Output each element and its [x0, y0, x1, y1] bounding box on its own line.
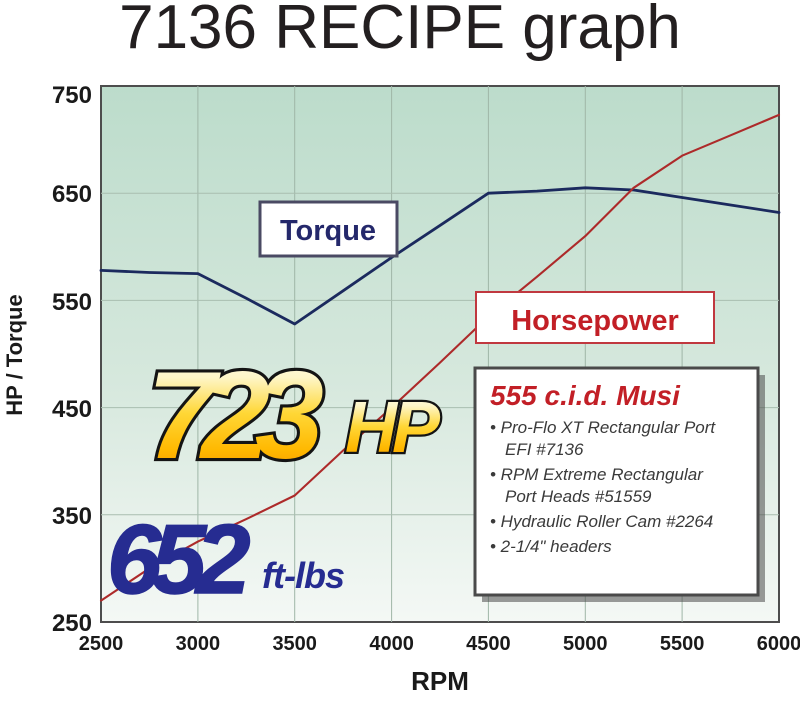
- svg-text:652: 652: [107, 504, 250, 614]
- svg-text:ft-lbs: ft-lbs: [262, 555, 344, 596]
- svg-text:750: 750: [52, 82, 92, 109]
- svg-text:3000: 3000: [176, 633, 221, 655]
- svg-text:EFI #7136: EFI #7136: [505, 440, 584, 459]
- svg-text:5000: 5000: [563, 633, 608, 655]
- svg-text:2500: 2500: [79, 633, 124, 655]
- svg-text:HP / Torque: HP / Torque: [2, 294, 27, 415]
- svg-text:350: 350: [52, 503, 92, 530]
- svg-text:• Hydraulic Roller Cam #2264: • Hydraulic Roller Cam #2264: [490, 512, 713, 531]
- svg-text:• Pro-Flo XT Rectangular Port: • Pro-Flo XT Rectangular Port: [490, 418, 716, 437]
- svg-text:3500: 3500: [272, 633, 317, 655]
- svg-text:• RPM Extreme Rectangular: • RPM Extreme Rectangular: [490, 465, 704, 484]
- svg-text:555 c.i.d. Musi: 555 c.i.d. Musi: [490, 380, 681, 411]
- svg-text:5500: 5500: [660, 633, 705, 655]
- svg-text:Horsepower: Horsepower: [511, 305, 679, 337]
- svg-text:Torque: Torque: [280, 215, 376, 247]
- svg-text:4000: 4000: [369, 633, 414, 655]
- svg-text:6000: 6000: [757, 633, 800, 655]
- svg-text:RPM: RPM: [411, 666, 469, 696]
- svg-text:723: 723: [147, 347, 323, 485]
- svg-text:HP: HP: [345, 388, 441, 468]
- svg-text:4500: 4500: [466, 633, 511, 655]
- svg-text:450: 450: [52, 396, 92, 423]
- svg-text:650: 650: [52, 181, 92, 208]
- svg-text:• 2-1/4" headers: • 2-1/4" headers: [490, 537, 612, 556]
- svg-text:550: 550: [52, 289, 92, 316]
- svg-text:Port Heads #51559: Port Heads #51559: [505, 487, 652, 506]
